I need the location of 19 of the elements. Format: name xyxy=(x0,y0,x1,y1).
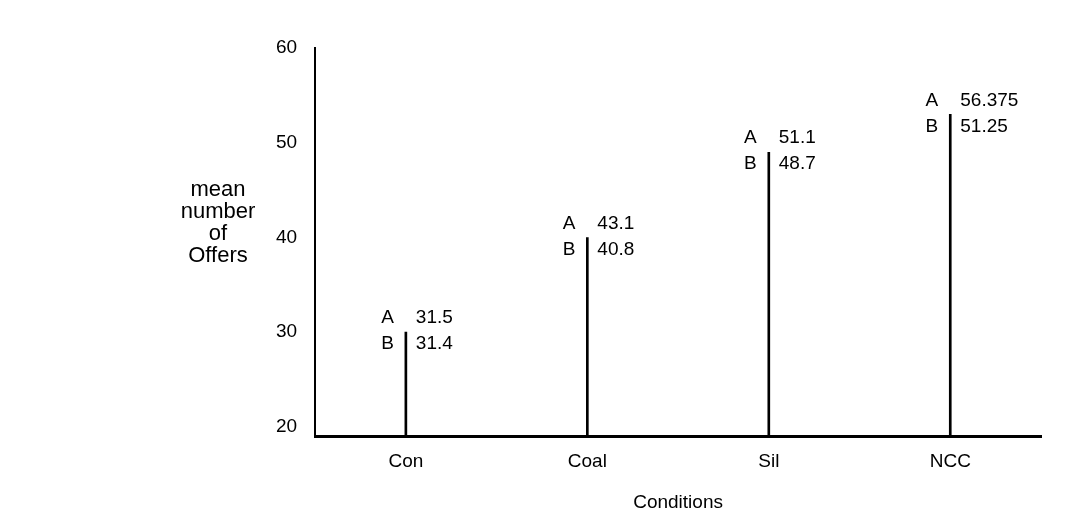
annotation: B 31.4 xyxy=(381,332,454,354)
y-axis-title: mean number of Offers xyxy=(179,176,257,267)
x-tick-label: Sil xyxy=(758,450,780,472)
annotation: A 31.5 xyxy=(381,306,453,328)
x-axis-title: Conditions xyxy=(633,490,723,512)
y-tick-label: 20 xyxy=(275,415,298,437)
annotation: A 51.1 xyxy=(744,126,816,148)
annotation: B 51.25 xyxy=(925,114,1008,136)
x-tick-label: Con xyxy=(388,450,424,472)
annotation: B 48.7 xyxy=(744,152,816,174)
annotation: B 40.8 xyxy=(562,237,635,259)
y-tick-label: 50 xyxy=(275,130,298,152)
x-tick-label: Coal xyxy=(567,450,607,472)
annotation: A 43.1 xyxy=(562,211,635,233)
y-tick-label: 30 xyxy=(275,320,298,342)
x-tick-label: NCC xyxy=(929,450,971,472)
y-tick-label: 40 xyxy=(275,225,298,247)
y-tick-label: 60 xyxy=(275,36,298,58)
annotation: A 56.375 xyxy=(925,88,1019,110)
